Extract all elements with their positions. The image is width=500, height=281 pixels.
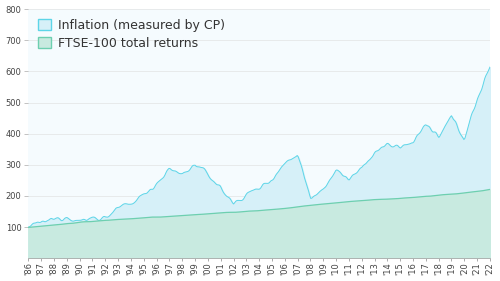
Legend: Inflation (measured by CP), FTSE-100 total returns: Inflation (measured by CP), FTSE-100 tot… <box>32 13 232 56</box>
